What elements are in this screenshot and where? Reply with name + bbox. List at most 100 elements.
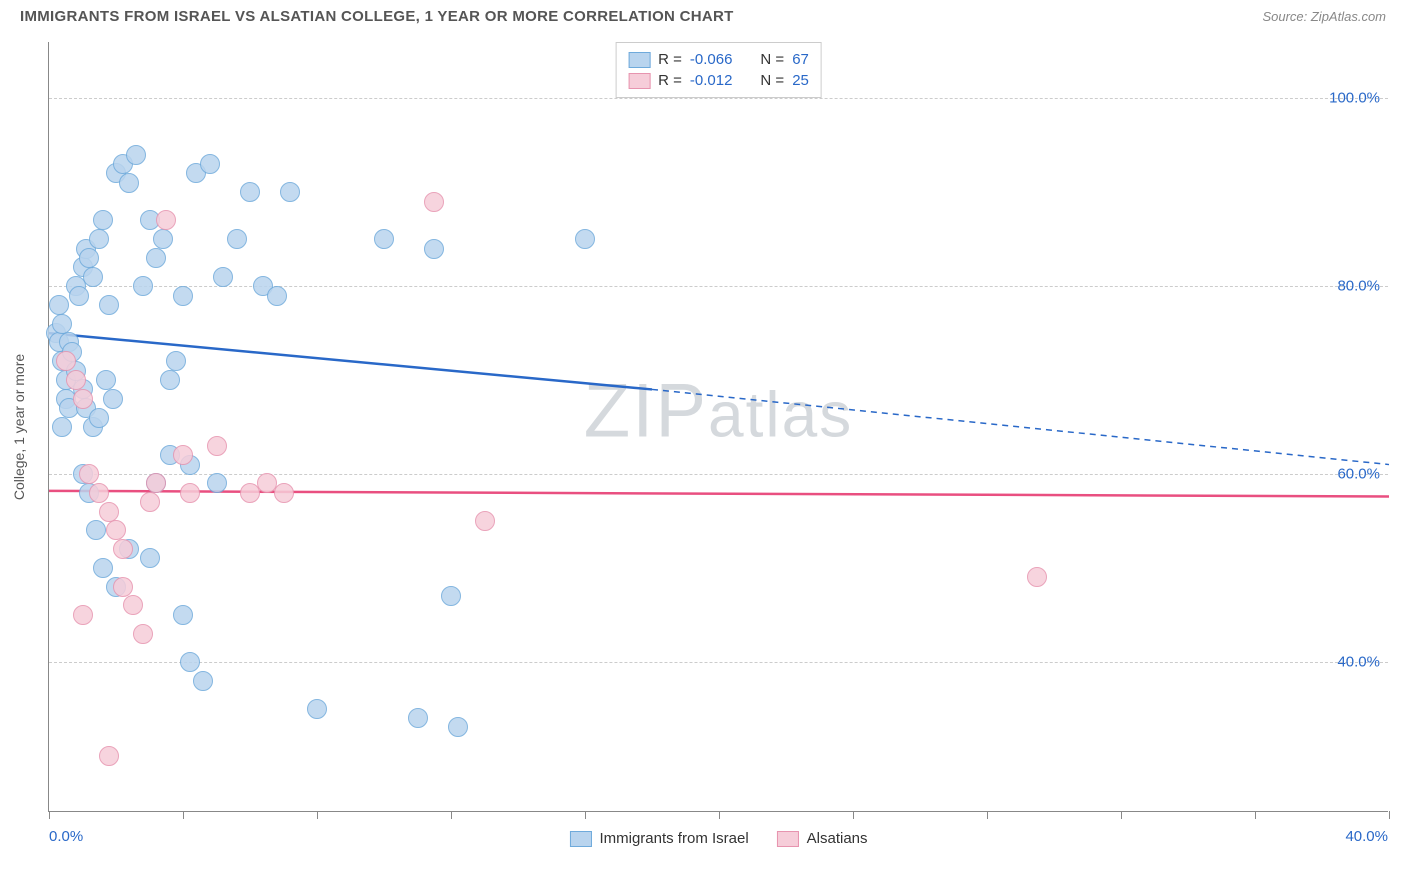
- scatter-point: [113, 539, 133, 559]
- scatter-point: [89, 229, 109, 249]
- legend-r-value: -0.012: [690, 72, 733, 89]
- series-legend: Immigrants from Israel Alsatians: [569, 830, 867, 847]
- scatter-point: [441, 586, 461, 606]
- scatter-point: [207, 473, 227, 493]
- scatter-point: [173, 286, 193, 306]
- scatter-point: [106, 520, 126, 540]
- scatter-point: [227, 229, 247, 249]
- legend-swatch: [628, 73, 650, 89]
- scatter-point: [69, 286, 89, 306]
- legend-label: Immigrants from Israel: [599, 830, 748, 847]
- legend-r-value: -0.066: [690, 51, 733, 68]
- legend-swatch: [777, 831, 799, 847]
- scatter-point: [374, 229, 394, 249]
- scatter-point: [207, 436, 227, 456]
- x-tick-mark: [49, 811, 50, 819]
- scatter-point: [240, 182, 260, 202]
- legend-n-value: 25: [792, 72, 809, 89]
- scatter-point: [146, 473, 166, 493]
- scatter-point: [89, 408, 109, 428]
- scatter-point: [180, 652, 200, 672]
- legend-n-label: N =: [760, 51, 784, 68]
- trend-lines: [49, 42, 1388, 811]
- x-tick-mark: [719, 811, 720, 819]
- scatter-point: [119, 173, 139, 193]
- scatter-point: [448, 717, 468, 737]
- x-tick-mark: [1389, 811, 1390, 819]
- y-axis-label: College, 1 year or more: [11, 353, 27, 499]
- x-tick-end: 40.0%: [1345, 828, 1388, 845]
- scatter-point: [173, 445, 193, 465]
- scatter-point: [156, 210, 176, 230]
- scatter-point: [126, 145, 146, 165]
- scatter-point: [424, 239, 444, 259]
- correlation-legend: R =-0.066N =67R =-0.012N =25: [615, 42, 822, 98]
- scatter-point: [73, 389, 93, 409]
- scatter-point: [73, 605, 93, 625]
- scatter-point: [79, 464, 99, 484]
- scatter-point: [160, 370, 180, 390]
- x-tick-mark: [1255, 811, 1256, 819]
- scatter-point: [140, 548, 160, 568]
- scatter-point: [180, 483, 200, 503]
- scatter-point: [96, 370, 116, 390]
- legend-item: Alsatians: [777, 830, 868, 847]
- scatter-point: [83, 267, 103, 287]
- scatter-point: [1027, 567, 1047, 587]
- legend-label: Alsatians: [807, 830, 868, 847]
- scatter-point: [140, 492, 160, 512]
- legend-r-label: R =: [658, 72, 682, 89]
- page-title: IMMIGRANTS FROM ISRAEL VS ALSATIAN COLLE…: [20, 8, 734, 25]
- x-tick-mark: [451, 811, 452, 819]
- legend-row: R = -0.066 N = 67: [628, 49, 809, 70]
- scatter-point: [93, 210, 113, 230]
- x-tick-mark: [585, 811, 586, 819]
- scatter-point: [123, 595, 143, 615]
- scatter-point: [56, 351, 76, 371]
- scatter-point: [267, 286, 287, 306]
- legend-swatch: [628, 52, 650, 68]
- x-tick-mark: [317, 811, 318, 819]
- scatter-point: [166, 351, 186, 371]
- scatter-point: [408, 708, 428, 728]
- scatter-point: [79, 248, 99, 268]
- scatter-point: [99, 746, 119, 766]
- legend-item: Immigrants from Israel: [569, 830, 748, 847]
- x-tick-mark: [853, 811, 854, 819]
- scatter-point: [103, 389, 123, 409]
- scatter-point: [213, 267, 233, 287]
- legend-n-value: 67: [792, 51, 809, 68]
- scatter-point: [307, 699, 327, 719]
- x-tick-mark: [183, 811, 184, 819]
- scatter-point: [193, 671, 213, 691]
- scatter-point: [146, 248, 166, 268]
- scatter-point: [153, 229, 173, 249]
- scatter-point: [49, 295, 69, 315]
- scatter-point: [66, 370, 86, 390]
- legend-swatch: [569, 831, 591, 847]
- x-tick-mark: [1121, 811, 1122, 819]
- scatter-point: [113, 577, 133, 597]
- legend-row: R =-0.012N =25: [628, 70, 809, 91]
- scatter-point: [280, 182, 300, 202]
- legend-r-label: R =: [658, 51, 682, 68]
- scatter-point: [575, 229, 595, 249]
- scatter-point: [52, 417, 72, 437]
- scatter-point: [99, 295, 119, 315]
- x-tick-start: 0.0%: [49, 828, 83, 845]
- scatter-point: [173, 605, 193, 625]
- source-label: Source: ZipAtlas.com: [1262, 9, 1386, 24]
- scatter-point: [133, 624, 153, 644]
- scatter-point: [93, 558, 113, 578]
- scatter-point: [52, 314, 72, 334]
- scatter-point: [475, 511, 495, 531]
- correlation-chart: College, 1 year or more ZIPatlas 40.0%60…: [48, 42, 1388, 812]
- scatter-point: [424, 192, 444, 212]
- scatter-point: [200, 154, 220, 174]
- scatter-point: [89, 483, 109, 503]
- scatter-point: [133, 276, 153, 296]
- x-tick-mark: [987, 811, 988, 819]
- scatter-point: [274, 483, 294, 503]
- scatter-point: [86, 520, 106, 540]
- scatter-point: [99, 502, 119, 522]
